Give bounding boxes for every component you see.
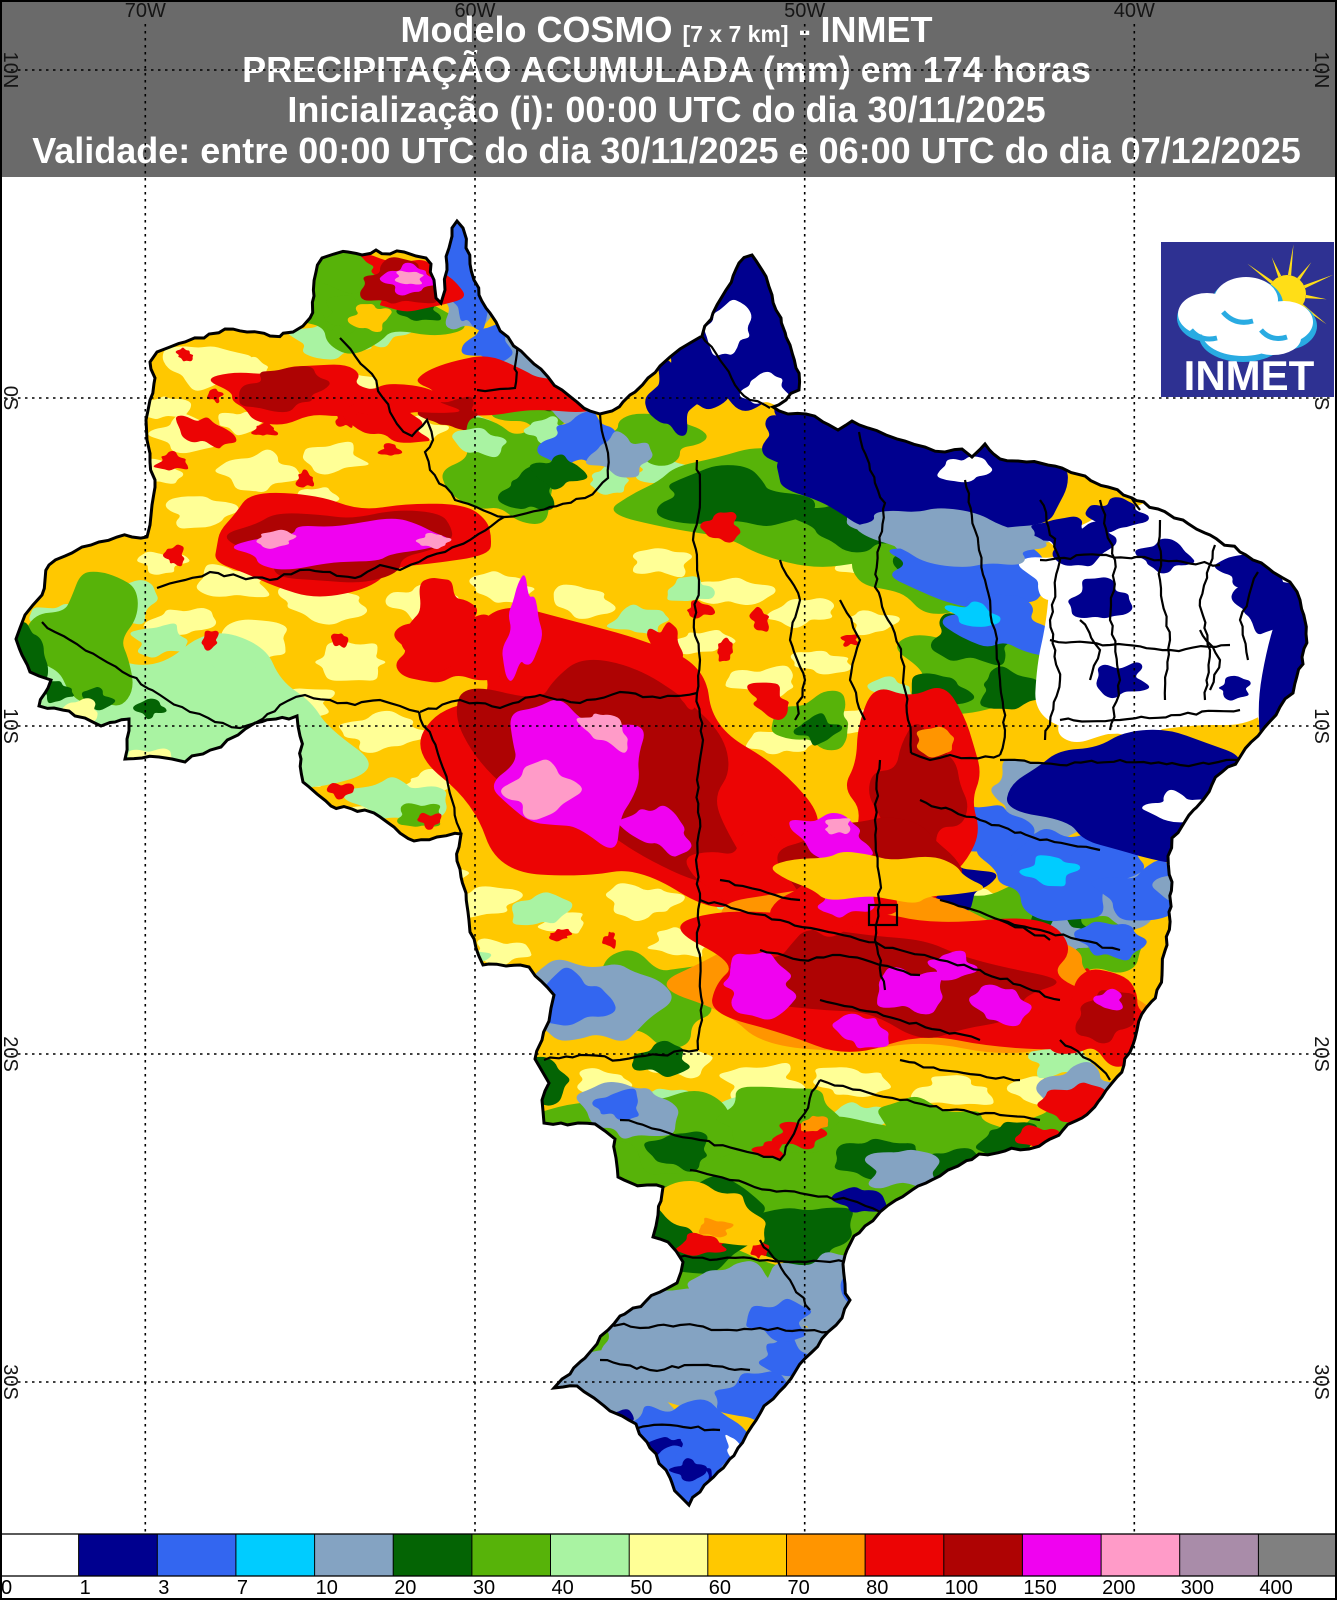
svg-text:20S: 20S (0, 1036, 21, 1072)
svg-text:20S: 20S (1310, 1036, 1332, 1072)
svg-text:10S: 10S (1310, 708, 1332, 744)
svg-text:INMET: INMET (1184, 352, 1315, 397)
svg-text:30S: 30S (0, 1364, 21, 1400)
svg-text:10N: 10N (0, 52, 21, 89)
svg-text:10S: 10S (0, 708, 21, 744)
svg-text:0S: 0S (0, 386, 21, 410)
svg-text:10N: 10N (1310, 52, 1332, 89)
svg-text:30S: 30S (1310, 1364, 1332, 1400)
